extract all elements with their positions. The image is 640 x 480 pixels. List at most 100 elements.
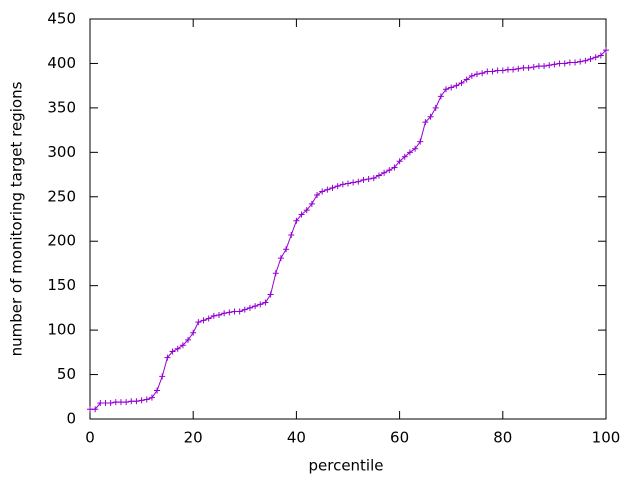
- point-marker: [257, 301, 264, 308]
- point-marker: [448, 84, 455, 91]
- point-marker: [422, 119, 429, 126]
- point-marker: [308, 200, 315, 207]
- point-marker: [582, 57, 589, 64]
- point-marker: [288, 232, 295, 238]
- point-marker: [283, 246, 290, 253]
- point-marker: [360, 176, 367, 183]
- point-marker: [577, 58, 584, 65]
- point-marker: [159, 373, 166, 380]
- point-marker: [252, 303, 259, 310]
- point-marker: [123, 399, 130, 406]
- point-marker: [179, 342, 186, 349]
- point-marker: [443, 86, 450, 93]
- point-marker: [453, 82, 460, 89]
- point-marker: [458, 80, 465, 86]
- point-marker: [133, 398, 140, 405]
- point-marker: [324, 186, 331, 193]
- point-marker: [463, 76, 470, 83]
- point-marker: [355, 178, 362, 185]
- point-marker: [381, 169, 388, 176]
- point-marker: [185, 336, 192, 343]
- point-marker: [143, 396, 150, 403]
- point-marker: [489, 68, 496, 75]
- y-tick-label: 200: [47, 232, 76, 250]
- point-marker: [334, 183, 341, 190]
- x-tick-label: 60: [390, 429, 409, 447]
- point-marker: [298, 211, 305, 218]
- x-tick-label: 100: [592, 429, 621, 447]
- point-marker: [97, 400, 104, 406]
- point-marker: [499, 67, 506, 74]
- point-marker: [246, 304, 253, 311]
- point-marker: [546, 62, 553, 69]
- point-marker: [329, 184, 336, 191]
- point-marker: [107, 400, 114, 406]
- point-marker: [345, 180, 351, 187]
- point-marker: [169, 348, 176, 355]
- point-marker: [515, 65, 522, 72]
- point-marker: [241, 306, 248, 313]
- y-tick-label: 350: [47, 98, 76, 116]
- point-marker: [221, 310, 228, 317]
- point-marker: [128, 398, 135, 405]
- point-marker: [339, 181, 346, 188]
- y-tick-label: 300: [47, 143, 76, 161]
- point-marker: [293, 217, 300, 224]
- point-marker: [216, 312, 222, 318]
- point-marker: [375, 172, 382, 179]
- y-tick-label: 400: [47, 54, 76, 72]
- point-marker: [365, 176, 372, 182]
- point-marker: [226, 309, 233, 316]
- point-marker: [267, 291, 274, 298]
- point-marker: [592, 54, 599, 61]
- point-marker: [117, 399, 124, 406]
- x-tick-label: 20: [184, 429, 203, 447]
- point-marker: [406, 149, 413, 156]
- point-marker: [154, 387, 161, 394]
- point-marker: [319, 188, 326, 195]
- point-marker: [572, 59, 579, 66]
- point-marker: [272, 270, 279, 277]
- point-marker: [603, 47, 609, 54]
- point-marker: [556, 60, 563, 67]
- point-marker: [92, 406, 99, 413]
- point-marker: [87, 406, 93, 413]
- point-marker: [200, 317, 207, 324]
- point-marker: [148, 394, 155, 401]
- point-marker: [138, 397, 145, 404]
- point-marker: [484, 68, 491, 75]
- x-tick-label: 40: [287, 429, 306, 447]
- plot-border: [89, 18, 607, 420]
- y-tick-label: 0: [66, 410, 76, 428]
- point-marker: [391, 164, 398, 171]
- x-tick-label: 0: [85, 429, 95, 447]
- point-marker: [412, 145, 419, 152]
- point-marker: [350, 179, 357, 186]
- point-marker: [417, 138, 424, 145]
- point-marker: [504, 66, 511, 73]
- point-marker: [386, 167, 393, 174]
- point-marker: [314, 192, 321, 198]
- point-marker: [277, 255, 284, 262]
- y-tick-label: 450: [47, 10, 76, 28]
- point-marker: [520, 64, 527, 71]
- point-marker: [561, 60, 568, 67]
- point-marker: [479, 70, 486, 77]
- point-marker: [396, 158, 403, 165]
- point-marker: [370, 175, 377, 182]
- y-tick-label: 250: [47, 187, 76, 205]
- point-marker: [190, 329, 197, 336]
- y-tick-label: 150: [47, 276, 76, 294]
- point-marker: [494, 67, 501, 74]
- point-marker: [427, 113, 434, 120]
- point-marker: [236, 308, 243, 315]
- point-marker: [530, 64, 537, 70]
- point-marker: [112, 399, 119, 406]
- point-marker: [164, 354, 171, 361]
- y-tick-label: 100: [47, 321, 76, 339]
- y-axis-label: number of monitoring target regions: [8, 81, 26, 356]
- point-marker: [401, 153, 408, 160]
- point-marker: [525, 64, 532, 71]
- point-marker: [587, 56, 594, 62]
- point-marker: [468, 72, 475, 79]
